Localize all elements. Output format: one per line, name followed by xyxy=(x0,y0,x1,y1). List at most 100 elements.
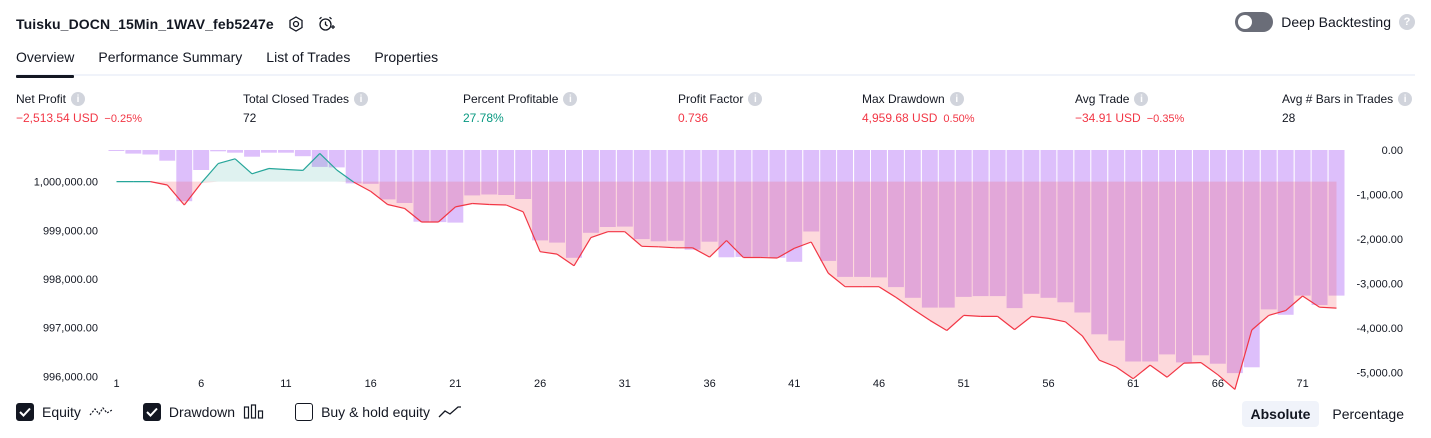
equity-line-segment xyxy=(540,251,558,255)
tab-properties[interactable]: Properties xyxy=(374,49,439,65)
drawdown-bar xyxy=(396,150,413,203)
deep-backtesting-control: Deep Backtesting ? xyxy=(1235,12,1415,32)
legend-drawdown[interactable]: Drawdown xyxy=(142,403,265,421)
drawdown-bar xyxy=(362,150,379,184)
drawdown-bar xyxy=(1328,150,1345,296)
info-icon[interactable]: i xyxy=(1398,92,1413,106)
x-axis-tick: 71 xyxy=(1296,378,1308,390)
deep-backtesting-toggle[interactable] xyxy=(1235,12,1274,32)
drawdown-bar xyxy=(108,150,125,151)
metric-value: −2,513.54 USD xyxy=(16,111,99,125)
checkbox-unchecked-icon[interactable] xyxy=(295,403,314,421)
equity-line-segment xyxy=(1251,314,1270,331)
metric-value: 72 xyxy=(243,111,257,125)
info-icon[interactable]: i xyxy=(1134,92,1149,106)
x-axis-tick: 31 xyxy=(619,378,631,390)
drawdown-bar xyxy=(972,150,989,297)
equity-line-segment xyxy=(1149,364,1168,378)
equity-line-segment xyxy=(438,206,456,223)
info-icon[interactable]: i xyxy=(354,92,369,106)
equity-line-segment xyxy=(1048,317,1066,323)
info-icon[interactable]: i xyxy=(949,92,964,106)
x-axis-tick: 61 xyxy=(1127,378,1139,390)
equity-loss-area xyxy=(116,181,1337,390)
settings-icon[interactable] xyxy=(286,14,306,34)
report-tabs: Overview Performance Summary List of Tra… xyxy=(16,46,1415,78)
absolute-button[interactable]: Absolute xyxy=(1241,401,1320,427)
equity-line-segment xyxy=(1234,329,1253,390)
drawdown-bar xyxy=(1108,150,1125,341)
equity-line-segment xyxy=(573,237,592,267)
percentage-button[interactable]: Percentage xyxy=(1332,406,1404,422)
info-icon[interactable]: i xyxy=(71,92,86,106)
equity-line-segment xyxy=(1014,315,1032,331)
equity-line-segment xyxy=(794,241,812,249)
equity-line-segment xyxy=(505,204,524,213)
drawdown-bar xyxy=(532,150,548,241)
x-axis: 1 6 11 16 21 26 31 36 41 46 51 56 61 66 71 xyxy=(113,378,1308,390)
equity-line-segment xyxy=(1081,335,1100,361)
metric-percent-profitable: Percent Profitable i 27.78% xyxy=(463,92,578,125)
drawdown-bar xyxy=(633,150,650,240)
equity-line-segment xyxy=(1031,315,1049,319)
drawdown-bar xyxy=(583,150,599,233)
x-axis-tick: 21 xyxy=(449,378,461,390)
equity-layer xyxy=(116,152,1337,390)
drawdown-bar xyxy=(125,150,142,154)
equity-line-segment xyxy=(1302,295,1320,308)
metric-label: Total Closed Trades xyxy=(243,92,350,106)
x-axis-tick: 6 xyxy=(198,378,204,390)
drawdown-bars xyxy=(108,150,1345,374)
equity-line-icon xyxy=(89,405,113,419)
drawdown-bar xyxy=(684,150,701,250)
drawdown-bar xyxy=(498,150,515,195)
equity-line-segment xyxy=(472,202,490,206)
legend-equity[interactable]: Equity xyxy=(16,403,113,421)
equity-line-segment xyxy=(963,314,981,317)
metric-label: Percent Profitable xyxy=(463,92,559,106)
help-icon[interactable]: ? xyxy=(1399,14,1415,30)
left-axis: 1,000,000.00 999,000.00 998,000.00 997,000.… xyxy=(34,177,98,384)
checkbox-checked-icon[interactable] xyxy=(142,403,161,421)
equity-line-segment xyxy=(166,184,185,206)
drawdown-bar xyxy=(955,150,972,297)
drawdown-bar xyxy=(1260,150,1277,310)
drawdown-bar xyxy=(820,150,837,261)
x-axis-tick: 66 xyxy=(1212,378,1224,390)
drawdown-bar xyxy=(379,150,396,200)
drawdown-bar xyxy=(1057,150,1074,303)
tab-list-of-trades[interactable]: List of Trades xyxy=(266,49,351,65)
equity-line-segment xyxy=(489,203,507,206)
metric-avg-bars-in-trades: Avg # Bars in Trades i 28 xyxy=(1282,92,1413,125)
equity-line-segment xyxy=(624,231,643,247)
drawdown-bar xyxy=(1074,150,1091,313)
equity-drawdown-chart[interactable]: 1,000,000.00 999,000.00 998,000.00 997,000.… xyxy=(0,140,1431,395)
drawdown-bar xyxy=(888,150,904,288)
drawdown-bar xyxy=(261,150,277,153)
legend-buy-hold[interactable]: Buy & hold equity xyxy=(295,403,462,421)
checkbox-checked-icon[interactable] xyxy=(16,403,34,421)
drawdown-bar xyxy=(549,150,565,243)
metric-percent: −0.35% xyxy=(1146,113,1185,125)
equity-line-segment xyxy=(1217,374,1236,390)
drawdown-bar xyxy=(1243,150,1260,368)
drawdown-bar xyxy=(159,150,176,161)
metric-value: −34.91 USD xyxy=(1075,111,1141,125)
drawdown-bar xyxy=(837,150,853,277)
equity-line-segment xyxy=(234,158,253,175)
left-axis-tick: 996,000.00 xyxy=(43,371,98,383)
equity-line-segment xyxy=(1268,310,1286,316)
add-alert-icon[interactable] xyxy=(316,14,336,34)
info-icon[interactable]: i xyxy=(563,92,578,106)
drawdown-bar xyxy=(650,150,667,242)
drawdown-bar xyxy=(1125,150,1142,362)
trend-line-icon xyxy=(438,405,462,419)
tab-overview[interactable]: Overview xyxy=(16,46,75,78)
x-axis-tick: 11 xyxy=(280,378,291,390)
equity-line-segment xyxy=(319,152,338,171)
chart-legend: Equity Drawdown Buy & hold equity xyxy=(16,403,492,421)
info-icon[interactable]: i xyxy=(748,92,763,106)
tab-performance-summary[interactable]: Performance Summary xyxy=(98,49,243,65)
right-axis-tick: -1,000.00 xyxy=(1357,190,1403,202)
drawdown-bar xyxy=(1209,150,1226,364)
